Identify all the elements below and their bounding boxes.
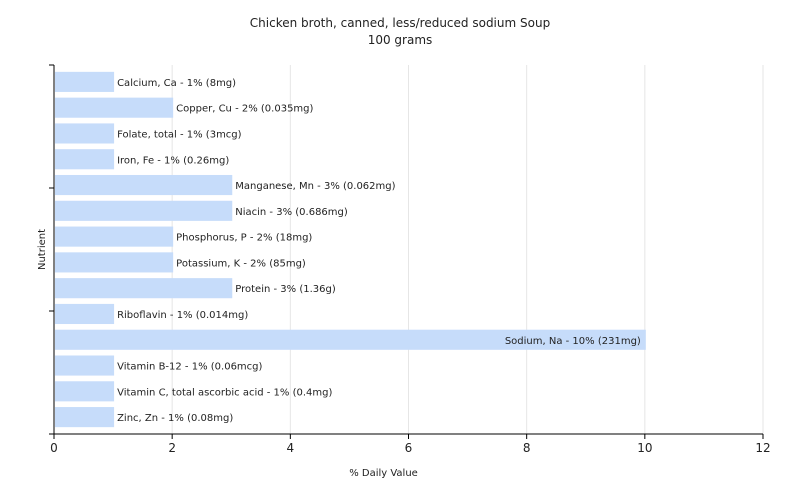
x-axis-title: % Daily Value — [349, 468, 418, 479]
bar-label: Niacin - 3% (0.686mg) — [235, 207, 348, 218]
bar — [55, 174, 233, 196]
bar — [55, 123, 115, 144]
bar-label: Manganese, Mn - 3% (0.062mg) — [235, 181, 395, 192]
bar-label: Phosphorus, P - 2% (18mg) — [176, 233, 312, 244]
bar-label: Folate, total - 1% (3mcg) — [117, 129, 242, 140]
chart-subtitle: 100 grams — [367, 33, 433, 47]
x-tick-label: 0 — [50, 441, 58, 455]
bar-label: Riboflavin - 1% (0.014mg) — [117, 310, 248, 321]
bar-label: Copper, Cu - 2% (0.035mg) — [176, 104, 313, 115]
bar — [55, 149, 115, 170]
bar — [55, 252, 174, 273]
bar — [55, 71, 115, 92]
x-tick-label: 2 — [168, 441, 176, 455]
x-tick-label: 12 — [755, 441, 770, 455]
bar — [55, 226, 174, 247]
x-tick-label: 8 — [523, 441, 531, 455]
bar-label: Calcium, Ca - 1% (8mg) — [117, 78, 236, 89]
bar — [55, 303, 115, 325]
bar — [55, 329, 646, 350]
bar-label: Sodium, Na - 10% (231mg) — [505, 336, 641, 347]
bar-label: Vitamin C, total ascorbic acid - 1% (0.4… — [117, 387, 332, 398]
y-axis-title: Nutrient — [37, 229, 48, 270]
bar-label: Zinc, Zn - 1% (0.08mg) — [117, 413, 233, 424]
bar — [55, 355, 115, 376]
x-tick-label: 10 — [637, 441, 652, 455]
bar — [55, 407, 115, 428]
x-tick-label: 6 — [405, 441, 413, 455]
bar — [55, 278, 233, 299]
chart-title: Chicken broth, canned, less/reduced sodi… — [249, 16, 551, 30]
bar-label: Protein - 3% (1.36g) — [235, 284, 336, 295]
bar-label: Vitamin B-12 - 1% (0.06mcg) — [117, 362, 262, 373]
bar-label: Potassium, K - 2% (85mg) — [176, 258, 306, 269]
x-tick-label: 4 — [287, 441, 295, 455]
bar — [55, 200, 233, 221]
bar-label: Iron, Fe - 1% (0.26mg) — [117, 155, 229, 166]
bar — [55, 381, 115, 402]
bar — [55, 97, 174, 118]
